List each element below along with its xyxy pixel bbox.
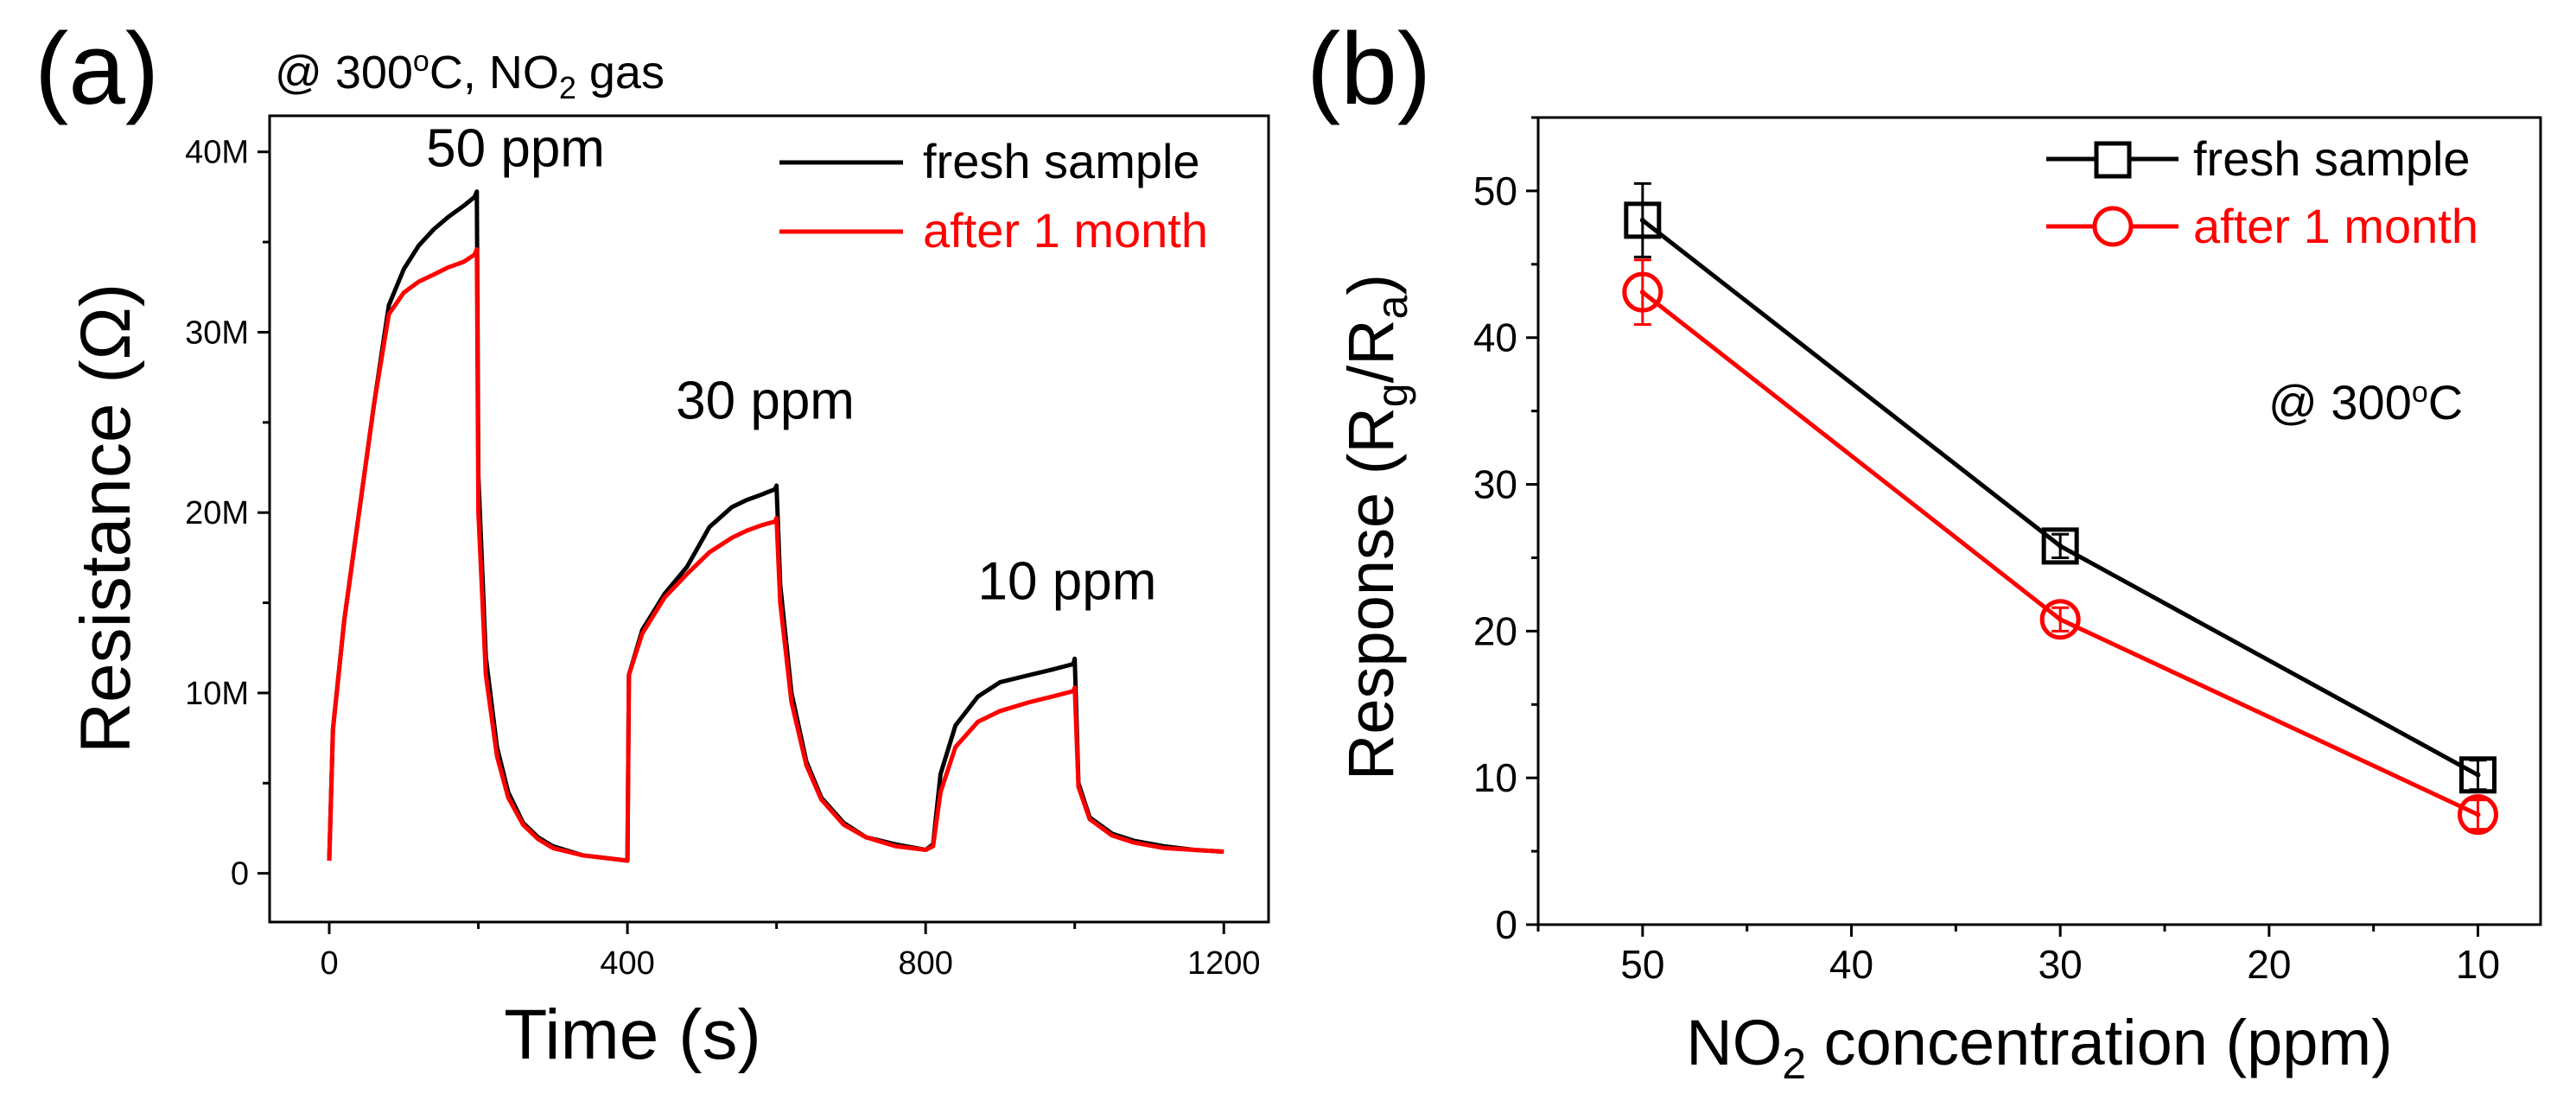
panel-a-annotations: 50 ppm 30 ppm 10 ppm (426, 118, 1156, 611)
data-point-center (2475, 772, 2481, 778)
panel-a-y-ticks: 0 10M 20M 30M 40M (185, 135, 270, 893)
data-point-center (1639, 289, 1645, 296)
panel-b: (b) 50 40 30 20 10 0 10 20 30 40 50 @ 300oC fresh… (1307, 12, 2542, 1088)
panel-a-series (327, 189, 1224, 863)
y-tick-label: 40M (185, 135, 249, 171)
panel-b-legend: fresh sample after 1 month (2046, 131, 2478, 253)
x-tick-label: 40 (1829, 942, 1873, 987)
panel-b-y-ticks: 0 10 20 30 40 50 (1473, 116, 1538, 947)
data-point-circle (2458, 794, 2498, 836)
series-line-fresh (327, 189, 1224, 863)
x-tick-label: 800 (898, 945, 952, 982)
panel-b-plot-frame (1536, 116, 2542, 926)
panel-a-y-axis-title: Resistance (Ω) (67, 283, 145, 754)
annotation-label: 10 ppm (978, 551, 1157, 611)
x-tick-label: 0 (320, 945, 338, 982)
y-tick-label: 30M (185, 315, 249, 351)
data-point-square (1624, 201, 1662, 239)
legend-marker-circle (2092, 206, 2134, 247)
y-tick-label: 0 (231, 856, 249, 893)
series-line-after (327, 247, 1224, 863)
data-point-center (2058, 616, 2064, 622)
panel-b-x-ticks: 50 40 30 20 10 (1536, 925, 2500, 987)
data-point-square (2459, 756, 2496, 794)
x-tick-label: 10 (2456, 942, 2500, 987)
x-tick-label: 1200 (1187, 945, 1261, 982)
data-point-center (1639, 217, 1645, 223)
data-point-center (2475, 811, 2481, 817)
panel-b-y-axis-title: Response (Rg/Ra) (1335, 274, 1416, 780)
y-tick-label: 20M (185, 495, 249, 531)
data-point-circle (2039, 599, 2081, 640)
annotation-label: 30 ppm (676, 372, 855, 431)
y-tick-label: 30 (1473, 462, 1517, 507)
y-tick-label: 10M (185, 676, 249, 712)
y-tick-label: 20 (1473, 608, 1517, 653)
y-tick-label: 10 (1473, 755, 1517, 800)
legend-marker-square (2094, 141, 2132, 179)
y-tick-label: 40 (1473, 315, 1517, 360)
panel-a-x-axis-title: Time (s) (504, 995, 761, 1074)
panel-a-label: (a) (35, 12, 159, 126)
panel-a-legend: fresh sample after 1 month (779, 134, 1208, 258)
legend-label-after: after 1 month (923, 203, 1208, 258)
legend-label-after-b: after 1 month (2193, 199, 2478, 253)
data-point-square (2041, 527, 2079, 565)
panel-a-condition: @ 300oC, NO2 gas (275, 45, 665, 105)
panel-b-condition: @ 300oC (2268, 375, 2463, 429)
panel-b-series (1622, 181, 2498, 836)
panel-a-plot-frame (268, 114, 1270, 924)
y-tick-label: 0 (1495, 902, 1517, 947)
legend-label-fresh: fresh sample (923, 134, 1200, 188)
panel-a-x-ticks: 0 400 800 1200 (320, 922, 1261, 982)
x-tick-label: 30 (2039, 942, 2083, 987)
panel-b-x-axis-title: NO2 concentration (ppm) (1686, 1007, 2392, 1088)
y-tick-label: 50 (1473, 169, 1517, 213)
x-tick-label: 50 (1620, 942, 1664, 987)
annotation-label: 50 ppm (426, 118, 605, 178)
series-line-fresh (1641, 218, 2479, 777)
data-point-center (2058, 543, 2064, 549)
x-tick-label: 400 (600, 945, 654, 982)
x-tick-label: 20 (2247, 942, 2291, 987)
data-point-circle (1622, 271, 1663, 313)
panel-b-label: (b) (1307, 12, 1431, 126)
legend-label-fresh-b: fresh sample (2193, 131, 2471, 186)
panel-a: (a) @ 300oC, NO2 gas 0 400 800 1200 0 10M 20M… (35, 12, 1270, 1074)
